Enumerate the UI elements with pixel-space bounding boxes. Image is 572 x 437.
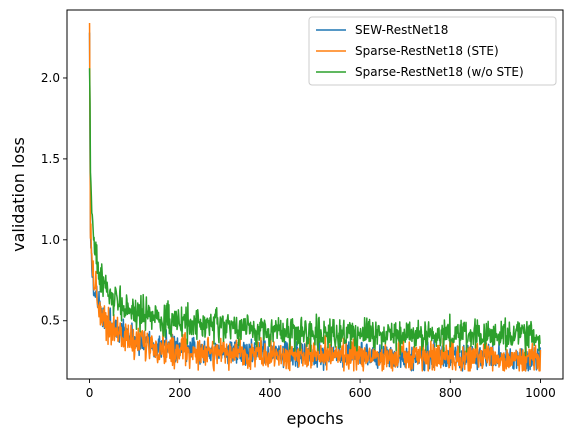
legend-label-wo-ste: Sparse-RestNet18 (w/o STE)	[355, 65, 524, 79]
legend-label-ste: Sparse-RestNet18 (STE)	[355, 44, 499, 58]
legend-box	[308, 16, 557, 86]
y-tick-label: 0.5	[41, 314, 60, 328]
x-tick-label: 400	[258, 386, 281, 400]
series-line-2	[88, 22, 542, 372]
plot-frame	[66, 9, 564, 380]
series-line-3	[88, 68, 541, 357]
legend: SEW-RestNet18 Sparse-RestNet18 (STE) Spa…	[308, 16, 557, 86]
legend-label-sew: SEW-RestNet18	[355, 23, 448, 37]
x-tick-label: 0	[86, 386, 94, 400]
y-tick-label: 2.0	[41, 71, 60, 85]
y-tick-label: 1.0	[41, 233, 60, 247]
y-tick-label: 1.5	[41, 152, 60, 166]
x-tick-label: 600	[349, 386, 372, 400]
x-tick-label: 800	[439, 386, 462, 400]
series-layer	[88, 22, 542, 372]
x-axis-label: epochs	[286, 409, 343, 428]
ticks-layer: 0 200 400 600 800 1000 0.5 1.0 1.5 2.0	[41, 71, 556, 400]
x-tick-label: 1000	[525, 386, 556, 400]
y-axis-label: validation loss	[9, 137, 28, 252]
x-tick-label: 200	[168, 386, 191, 400]
